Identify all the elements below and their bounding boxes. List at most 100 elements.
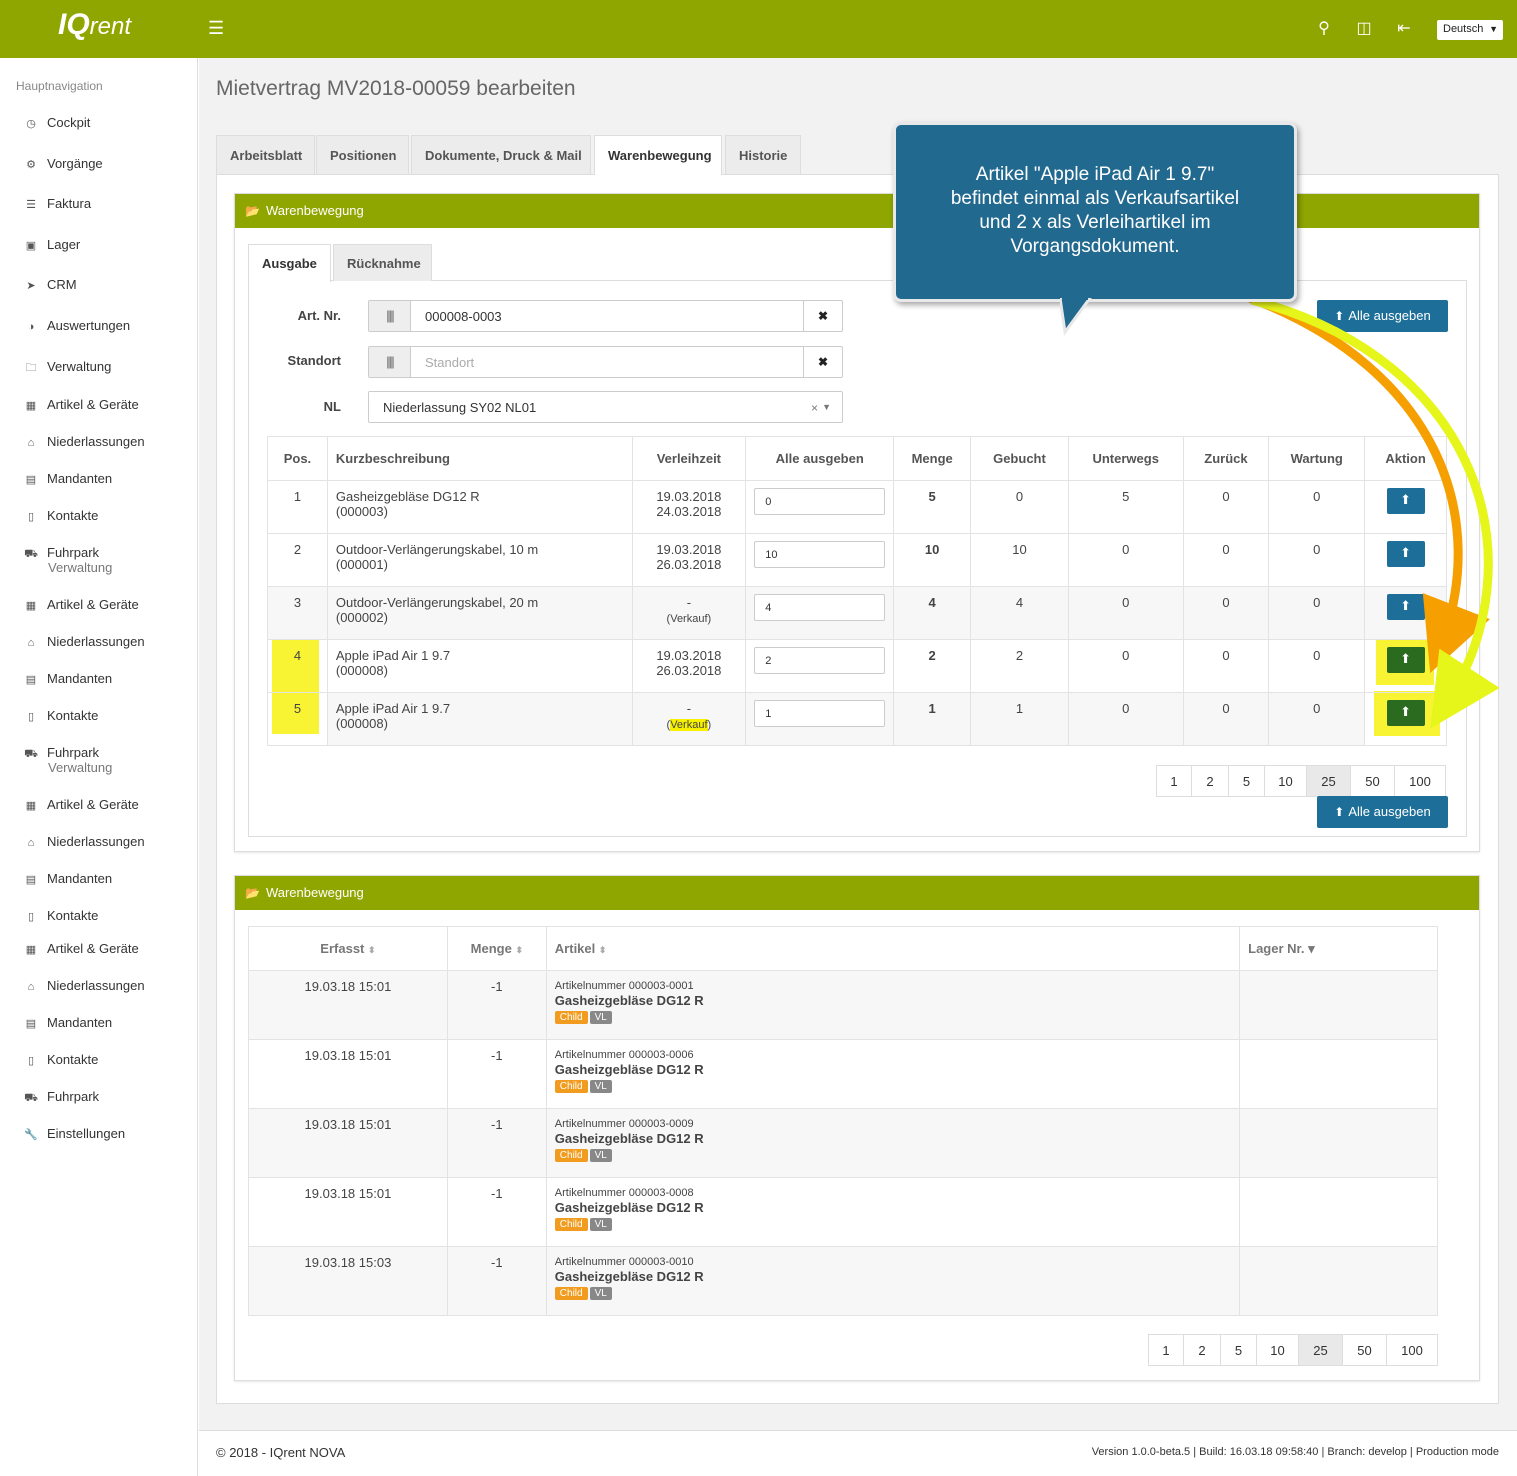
cell-desc: Apple iPad Air 1 9.7 (000008) [326,692,633,746]
sidebar-item[interactable]: ▯ Kontakte [22,1052,192,1072]
sidebar-item[interactable]: ▦ Artikel & Geräte [22,397,192,417]
ausgeben-button[interactable]: ⬆ [1386,594,1425,620]
cell-lager-nr [1239,970,1438,1040]
sidebar-item[interactable]: ▤ Mandanten [22,471,192,491]
sidebar-item[interactable]: ⛟ Fuhrpark [22,545,192,565]
standort-input[interactable] [411,347,803,377]
nl-select[interactable]: Niederlassung SY02 NL01 × ▼ [368,391,843,423]
sidebar-item[interactable]: ⌂ Niederlassungen [22,834,192,854]
page-size-5[interactable]: 5 [1228,765,1265,797]
alle-ausgeben-button-bottom[interactable]: ⬆ Alle ausgeben [1317,796,1448,828]
sidebar-item[interactable]: ⚙ Vorgänge [22,156,192,176]
sidebar-item[interactable]: ▯ Kontakte [22,508,192,528]
subtab-ruecknahme[interactable]: Rücknahme [333,244,432,281]
ausgeben-button[interactable]: ⬆ [1386,647,1425,673]
building-icon: ▤ [25,474,37,486]
sidebar-item[interactable]: ▤ Mandanten [22,1015,192,1035]
sidebar-title: Hauptnavigation [16,79,103,93]
page-size-2[interactable]: 2 [1191,765,1229,797]
clear-art-nr-icon[interactable]: ✖ [803,301,842,331]
clear-selection-icon[interactable]: × [810,401,818,415]
sidebar-item[interactable]: ⌂ Niederlassungen [22,978,192,998]
page-size-1[interactable]: 1 [1148,1334,1184,1366]
col-lager-nr[interactable]: Lager Nr. ▾ [1239,926,1438,971]
alle-ausgeben-button-top[interactable]: ⬆ Alle ausgeben [1317,300,1448,332]
tab-positionen[interactable]: Positionen [316,135,409,174]
ausgabe-qty-input[interactable] [754,700,886,727]
cell-aktion: ⬆ [1364,639,1447,693]
sidebar-item[interactable]: ⛟ Fuhrpark [22,745,192,765]
cell-gebucht: 2 [970,639,1069,693]
grid-icon: ▦ [25,800,37,812]
cell-desc: Outdoor-Verlängerungskabel, 10 m (000001) [326,533,633,587]
sidebar-item[interactable]: 🔧 Einstellungen [22,1126,192,1146]
tab-warenbewegung[interactable]: Warenbewegung [594,135,722,175]
page-size-5[interactable]: 5 [1220,1334,1257,1366]
sidebar-item[interactable]: ➤ CRM [22,277,192,297]
subtab-ausgabe[interactable]: Ausgabe [248,244,331,282]
ausgabe-qty-input[interactable] [754,594,886,621]
sidebar-item-label: Mandanten [47,671,113,686]
sidebar-item-label: Mandanten [47,871,113,886]
cell-aktion: ⬆ [1364,480,1447,534]
sidebar-item[interactable]: ⌂ Niederlassungen [22,434,192,454]
sidebar-item[interactable]: ▤ Mandanten [22,871,192,891]
logout-icon[interactable]: ⇤ [1397,20,1411,37]
ausgabe-qty-input[interactable] [754,541,886,568]
columns-icon[interactable]: ◫ [1356,20,1372,37]
panel-header: 📂 Warenbewegung [235,876,1479,910]
ausgabe-qty-input[interactable] [754,647,886,674]
sidebar-item-label: Artikel & Geräte [47,397,139,412]
page-size-100[interactable]: 100 [1394,765,1446,797]
search-icon[interactable]: ⚲ [1318,20,1330,37]
sidebar-item[interactable]: ▯ Kontakte [22,708,192,728]
app-logo[interactable]: IQrent [58,8,132,41]
col-erfasst[interactable]: Erfasst ⬍ [248,926,448,971]
sidebar-item[interactable]: ⛟ Fuhrpark [22,1089,192,1109]
tab-arbeitsblatt[interactable]: Arbeitsblatt [216,135,315,174]
sidebar-item[interactable]: 🗀 Verwaltung [22,359,192,379]
col-menge[interactable]: Menge ⬍ [447,926,547,971]
sidebar-item-label: Kontakte [47,1052,99,1067]
clear-standort-icon[interactable]: ✖ [803,347,842,377]
sidebar-item[interactable]: ⌂ Niederlassungen [22,634,192,654]
sidebar-item[interactable]: ◑ Auswertungen [22,318,192,338]
sidebar-item[interactable]: ▤ Mandanten [22,671,192,691]
cell-unterwegs: 5 [1067,480,1184,534]
sidebar-item[interactable]: ▦ Artikel & Geräte [22,797,192,817]
cell-artikel: Artikelnummer 000003-0001 Gasheizgebläse … [546,970,1241,1040]
contact-icon: ▯ [27,711,35,723]
sidebar-item[interactable]: ▦ Artikel & Geräte [22,597,192,617]
pagination-top: 1 2 5 10 25 50 100 [1156,765,1446,797]
cell-zurueck: 0 [1182,480,1270,534]
language-select[interactable]: Deutsch ▼ [1437,20,1503,40]
col-artikel[interactable]: Artikel ⬍ [546,926,1241,971]
page-size-50[interactable]: 50 [1342,1334,1387,1366]
page-size-50[interactable]: 50 [1350,765,1395,797]
art-nr-input[interactable] [411,301,803,331]
sidebar-item[interactable]: ☰ Faktura [22,196,192,216]
page-size-2[interactable]: 2 [1183,1334,1221,1366]
page-size-100[interactable]: 100 [1386,1334,1438,1366]
cell-zurueck: 0 [1182,692,1270,746]
page-size-25[interactable]: 25 [1298,1334,1343,1366]
contact-icon: ▯ [27,911,35,923]
tab-dokumente[interactable]: Dokumente, Druck & Mail [411,135,591,174]
sidebar-item-label: Kontakte [47,708,99,723]
sidebar-item[interactable]: ◷ Cockpit [22,115,192,135]
ausgeben-button[interactable]: ⬆ [1386,541,1425,567]
ausgeben-button[interactable]: ⬆ [1386,488,1425,514]
page-size-10[interactable]: 10 [1264,765,1307,797]
page-size-10[interactable]: 10 [1256,1334,1299,1366]
page-size-25[interactable]: 25 [1306,765,1351,797]
sidebar-item[interactable]: ▯ Kontakte [22,908,192,928]
sidebar-item[interactable]: ▣ Lager [22,237,192,257]
menu-toggle-icon[interactable]: ☰ [208,18,225,38]
cell-desc: Outdoor-Verlängerungskabel, 20 m (000002) [326,586,633,640]
sidebar-item-label: Vorgänge [47,156,103,171]
tab-historie[interactable]: Historie [725,135,801,174]
sidebar-item[interactable]: ▦ Artikel & Geräte [22,941,192,961]
ausgabe-qty-input[interactable] [754,488,886,515]
ausgeben-button[interactable]: ⬆ [1386,700,1425,726]
page-size-1[interactable]: 1 [1156,765,1192,797]
